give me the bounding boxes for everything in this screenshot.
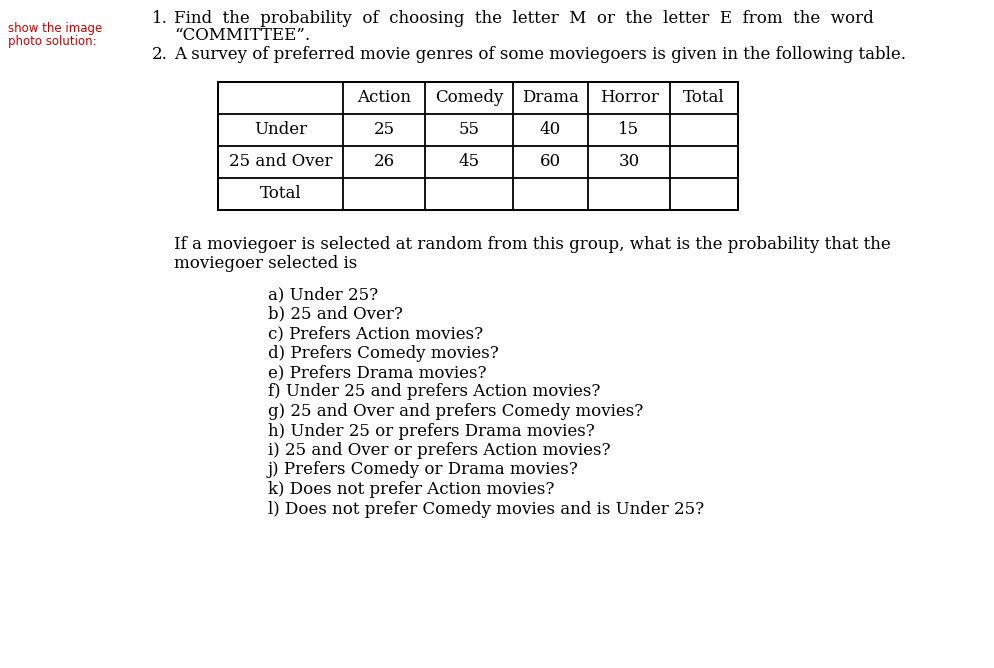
Text: 1.: 1. [152, 10, 168, 27]
Text: d) Prefers Comedy movies?: d) Prefers Comedy movies? [267, 345, 498, 361]
Text: h) Under 25 or prefers Drama movies?: h) Under 25 or prefers Drama movies? [267, 422, 594, 440]
Text: A survey of preferred movie genres of some moviegoers is given in the following : A survey of preferred movie genres of so… [174, 46, 906, 63]
Bar [218, 82, 738, 210]
Text: 25 and Over: 25 and Over [229, 154, 332, 170]
Text: g) 25 and Over and prefers Comedy movies?: g) 25 and Over and prefers Comedy movies… [267, 403, 642, 420]
Text: Comedy: Comedy [434, 90, 503, 106]
Text: 30: 30 [617, 154, 639, 170]
Text: photo solution:: photo solution: [8, 35, 96, 48]
Text: Drama: Drama [522, 90, 579, 106]
Text: k) Does not prefer Action movies?: k) Does not prefer Action movies? [267, 481, 554, 498]
Text: If a moviegoer is selected at random from this group, what is the probability th: If a moviegoer is selected at random fro… [174, 236, 890, 253]
Text: moviegoer selected is: moviegoer selected is [174, 255, 357, 272]
Text: e) Prefers Drama movies?: e) Prefers Drama movies? [267, 364, 486, 381]
Text: Action: Action [357, 90, 411, 106]
Text: 15: 15 [618, 122, 639, 138]
Text: 2.: 2. [152, 46, 168, 63]
Text: l) Does not prefer Comedy movies and is Under 25?: l) Does not prefer Comedy movies and is … [267, 500, 704, 518]
Text: “COMMITTEE”.: “COMMITTEE”. [174, 27, 310, 44]
Text: 55: 55 [458, 122, 479, 138]
Text: Under: Under [253, 122, 307, 138]
Text: 25: 25 [373, 122, 395, 138]
Text: 45: 45 [458, 154, 479, 170]
Text: 40: 40 [540, 122, 561, 138]
Text: Horror: Horror [599, 90, 658, 106]
Text: c) Prefers Action movies?: c) Prefers Action movies? [267, 325, 483, 342]
Text: 60: 60 [540, 154, 561, 170]
Text: j) Prefers Comedy or Drama movies?: j) Prefers Comedy or Drama movies? [267, 462, 579, 478]
Text: a) Under 25?: a) Under 25? [267, 286, 378, 303]
Text: b) 25 and Over?: b) 25 and Over? [267, 305, 403, 323]
Text: f) Under 25 and prefers Action movies?: f) Under 25 and prefers Action movies? [267, 383, 599, 401]
Text: 26: 26 [373, 154, 395, 170]
Text: i) 25 and Over or prefers Action movies?: i) 25 and Over or prefers Action movies? [267, 442, 610, 459]
Text: Find  the  probability  of  choosing  the  letter  M  or  the  letter  E  from  : Find the probability of choosing the let… [174, 10, 873, 27]
Text: show the image: show the image [8, 22, 102, 35]
Text: Total: Total [683, 90, 724, 106]
Text: Total: Total [259, 186, 301, 202]
